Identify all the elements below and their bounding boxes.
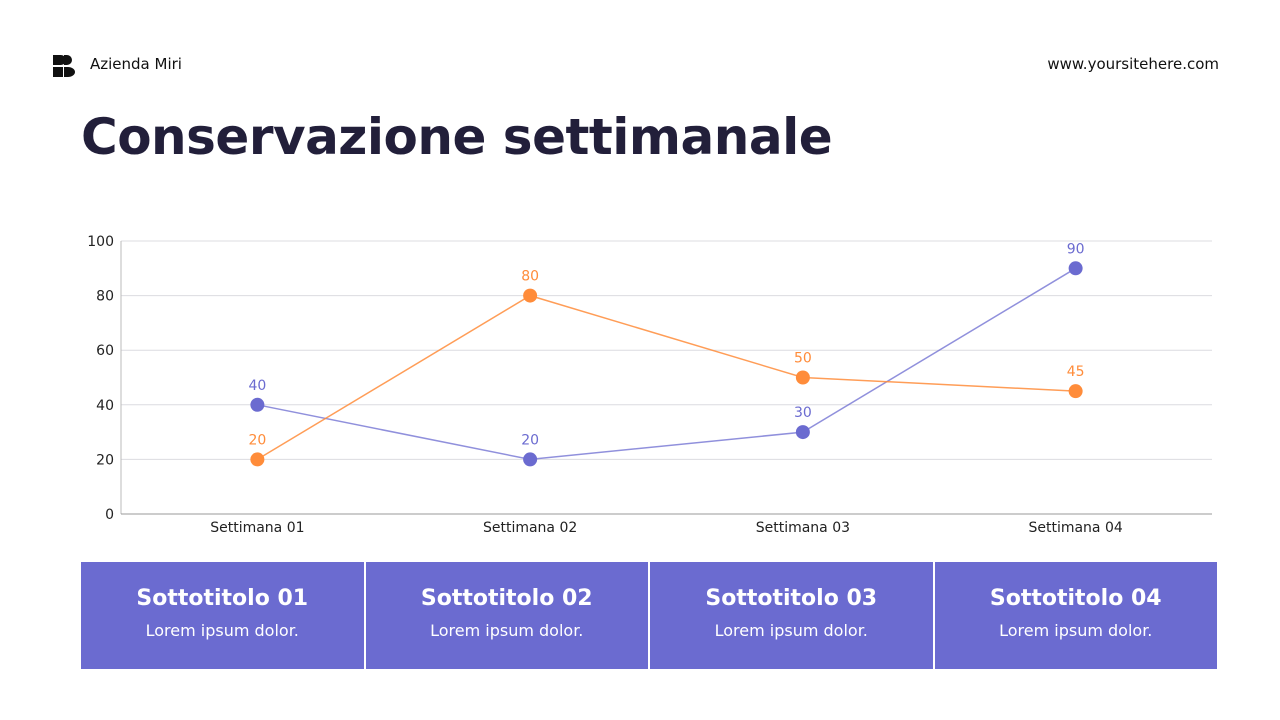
brand-name: Azienda Miri [90,55,182,73]
x-tick-label: Settimana 01 [210,520,304,536]
data-label: 50 [794,351,812,367]
data-label: 20 [248,432,266,448]
x-tick-label: Settimana 03 [756,520,850,536]
y-tick-label: 20 [96,452,114,468]
y-tick-label: 0 [105,507,114,523]
line-chart: 0 20 40 60 80 100 Settimana 01 Settimana 02 Sett… [87,234,1212,536]
data-label: 40 [248,378,266,394]
card: Sottotitolo 02 Lorem ipsum dolor. [365,562,650,669]
card-title: Sottotitolo 02 [420,586,593,611]
data-point [250,397,265,412]
data-point [1068,261,1083,276]
x-tick-label: Settimana 02 [483,520,577,536]
subtitle-cards: Sottotitolo 01 Lorem ipsum dolor. Sottoti… [81,562,1217,669]
card-text: Lorem ipsum dolor. [714,621,868,640]
data-label: 90 [1067,241,1085,257]
card-title: Sottotitolo 01 [136,586,309,611]
card: Sottotitolo 03 Lorem ipsum dolor. [650,562,935,669]
card-title: Sottotitolo 03 [705,586,878,611]
series-line [256,294,1076,461]
data-point [795,425,810,440]
card-text: Lorem ipsum dolor. [145,621,299,640]
card: Sottotitolo 04 Lorem ipsum dolor. [934,562,1217,669]
page-title: Conservazione settimanale [81,108,833,166]
y-tick-label: 80 [96,289,114,305]
data-point [523,452,538,467]
y-tick-label: 40 [96,398,114,414]
series-line [257,267,1077,461]
website-link[interactable]: www.yoursitehere.com [1047,55,1219,73]
card-title: Sottotitolo 04 [989,586,1162,611]
data-label: 30 [794,405,812,421]
y-tick-label: 100 [87,234,114,250]
data-point [795,370,810,385]
data-point [523,288,538,303]
card-text: Lorem ipsum dolor. [999,621,1153,640]
data-point [250,452,265,467]
data-label: 45 [1067,364,1085,380]
data-label: 80 [521,269,539,285]
y-tick-label: 60 [96,343,114,359]
brand-logo-icon [53,55,75,77]
card: Sottotitolo 01 Lorem ipsum dolor. [81,562,366,669]
data-label: 20 [521,432,539,448]
x-tick-label: Settimana 04 [1028,520,1122,536]
data-point [1068,384,1083,399]
card-text: Lorem ipsum dolor. [430,621,584,640]
